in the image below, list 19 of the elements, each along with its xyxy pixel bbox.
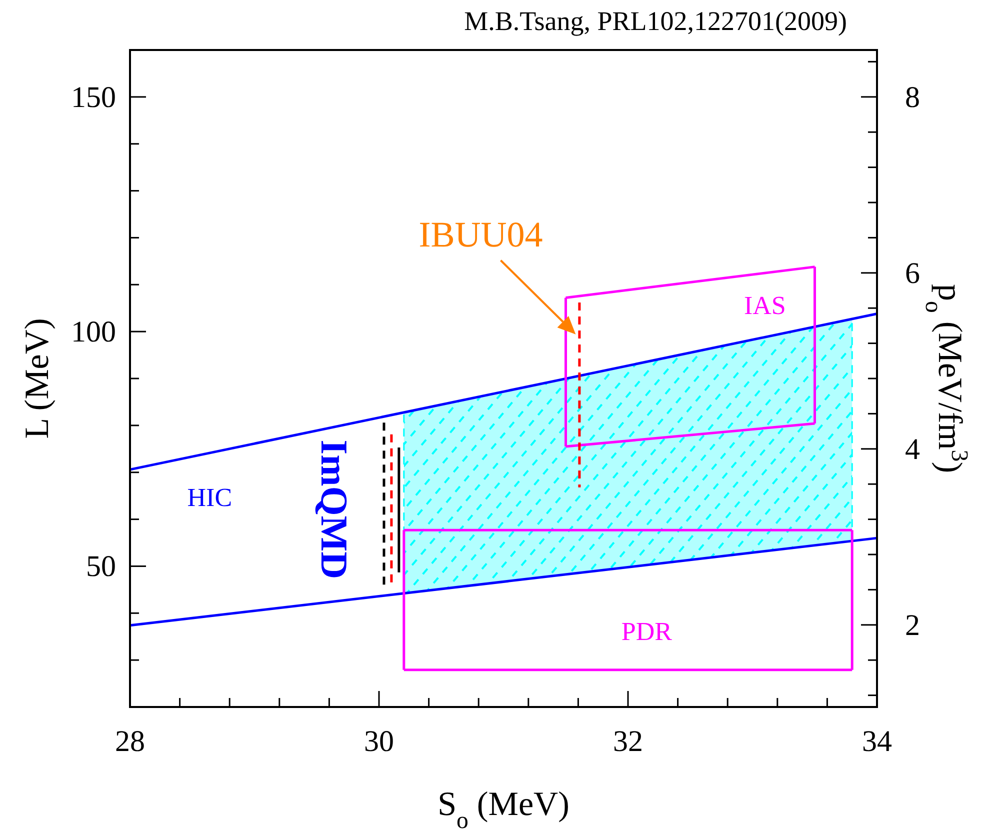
y-tick-label: 150 bbox=[71, 80, 116, 114]
annotation: ImQMD bbox=[312, 440, 354, 580]
annotation: IAS bbox=[744, 290, 786, 320]
annotation: PDR bbox=[621, 616, 673, 646]
y2-tick-label: 8 bbox=[905, 80, 920, 114]
y-tick-label: 50 bbox=[86, 550, 116, 584]
y2-tick-label: 6 bbox=[905, 256, 920, 290]
x-tick-label: 28 bbox=[115, 725, 145, 758]
y-axis-title: L (MeV) bbox=[19, 318, 56, 439]
x-tick-label: 30 bbox=[364, 725, 394, 758]
x-tick-label: 32 bbox=[613, 725, 643, 758]
annotation: IBUU04 bbox=[418, 214, 543, 254]
y2-tick-label: 4 bbox=[905, 432, 920, 466]
x-tick-label: 34 bbox=[862, 725, 892, 758]
annotation: HIC bbox=[187, 483, 232, 512]
y-tick-label: 100 bbox=[71, 316, 116, 349]
chart-title: M.B.Tsang, PRL102,122701(2009) bbox=[464, 6, 847, 36]
x-axis-title: S$_{o}$ (MeV) bbox=[438, 786, 570, 829]
y2-tick-label: 2 bbox=[905, 608, 920, 642]
